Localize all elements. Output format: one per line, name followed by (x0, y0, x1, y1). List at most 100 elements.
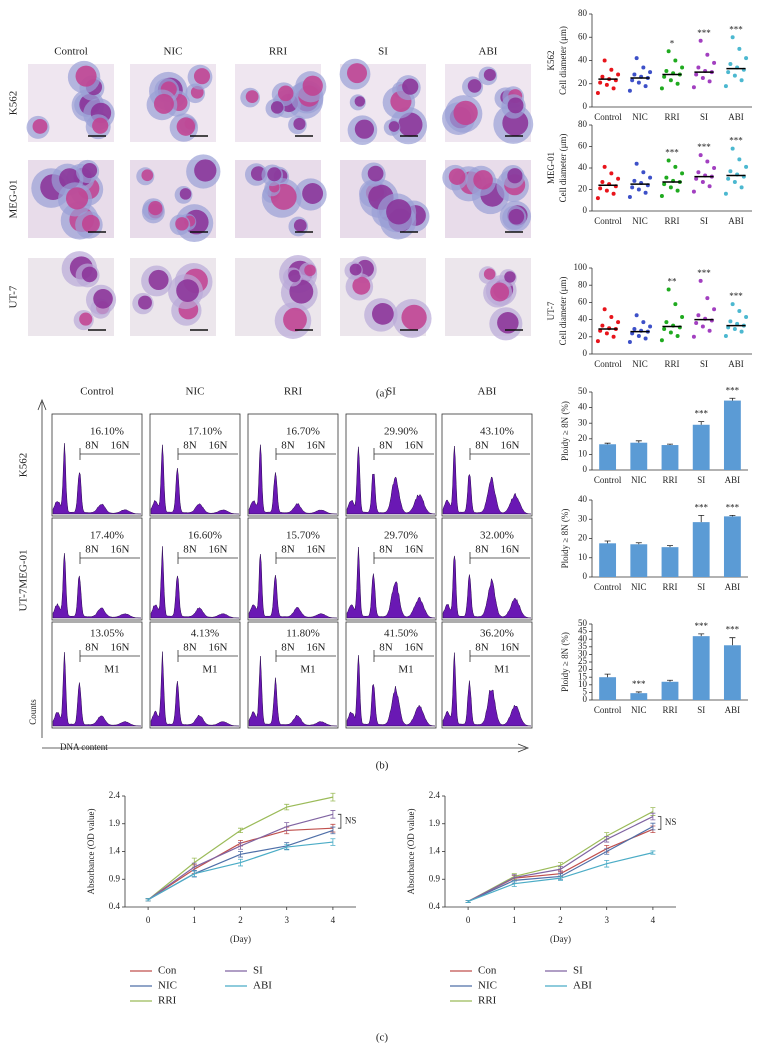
gate-percentage: 29.70% (384, 530, 418, 542)
y-tick-label: 60 (578, 296, 588, 306)
error-bar (729, 397, 736, 401)
x-tick-label: RRI (662, 705, 677, 715)
dot (611, 191, 616, 196)
dot (730, 302, 735, 307)
nucleus (497, 312, 519, 334)
dot (634, 56, 639, 61)
gate-label: 16N (209, 642, 228, 654)
gate-label: 16N (405, 440, 424, 452)
panel-label: (c) (376, 1032, 389, 1044)
histogram (248, 444, 337, 515)
nucleus (448, 168, 466, 185)
ns-label: NS (345, 815, 357, 825)
row-label: K562 (8, 91, 20, 115)
nucleus (179, 188, 192, 200)
dot (662, 182, 667, 187)
nucleus (386, 199, 412, 225)
nucleus (75, 65, 97, 87)
dot (744, 315, 749, 320)
histogram (248, 554, 337, 619)
x-tick-label: RRI (662, 475, 677, 485)
x-tick-label: Control (594, 359, 622, 369)
gate-label: 8N (281, 544, 295, 556)
nucleus (367, 165, 384, 182)
dot (705, 52, 710, 57)
dot (705, 296, 710, 301)
histogram (150, 651, 239, 727)
nucleus (175, 217, 189, 231)
y-tick-label: 80 (578, 279, 588, 289)
y-axis-label: Ploidy ≥ 8N (%) (560, 401, 570, 461)
y-tick-label: 0.9 (109, 873, 121, 883)
gate-bracket (373, 552, 434, 564)
gate-label: 8N (379, 642, 393, 654)
x-tick-label: NIC (632, 112, 648, 122)
column-label: ABI (478, 386, 497, 398)
nucleus (148, 269, 169, 290)
dot (616, 72, 621, 77)
gate-percentage: 15.70% (286, 530, 320, 542)
nucleus (153, 93, 174, 114)
dot (696, 170, 701, 175)
x-tick-label: 2 (238, 915, 243, 925)
y-tick-label: 2.4 (429, 790, 441, 800)
dot (666, 287, 671, 292)
y-tick-label: 35 (578, 641, 588, 651)
x-tick-label: NIC (632, 359, 648, 369)
x-tick-label: 4 (331, 915, 336, 925)
nucleus (288, 269, 301, 283)
dot (707, 184, 712, 189)
x-tick-label: ABI (728, 359, 744, 369)
gate-bracket (275, 552, 336, 564)
y-tick-label: 50 (578, 618, 588, 628)
error-bar (729, 515, 736, 517)
y-tick-label: 80 (578, 119, 588, 129)
bar (723, 516, 741, 577)
dot (696, 65, 701, 70)
gate-percentage: 11.80% (286, 628, 320, 640)
y-axis-label: Cell diameter (μm) (558, 134, 568, 203)
series-line (467, 852, 654, 903)
dot (675, 188, 680, 193)
error-bar (604, 540, 611, 544)
gate-bracket (373, 650, 434, 662)
x-tick-label: NIC (631, 475, 647, 485)
dot (680, 65, 685, 70)
x-tick-label: SI (700, 359, 708, 369)
significance: *** (729, 291, 743, 301)
significance: *** (726, 502, 740, 512)
x-tick-label: ABI (725, 582, 741, 592)
nucleus (138, 295, 152, 310)
significance: *** (694, 502, 708, 512)
nucleus (79, 312, 93, 326)
dot (700, 75, 705, 80)
legend-label: RRI (478, 995, 497, 1007)
y-tick-label: 30 (578, 417, 588, 427)
dot (694, 321, 699, 326)
significance: * (670, 38, 675, 48)
marker-label: M1 (398, 664, 413, 676)
dot (636, 80, 641, 85)
y-tick-label: 50 (578, 386, 588, 396)
panel-label: (b) (376, 760, 389, 772)
gate-label: 16N (209, 440, 228, 452)
nucleus (453, 100, 478, 126)
nucleus (148, 201, 163, 216)
dot (698, 38, 703, 43)
histogram (52, 553, 141, 619)
nucleus (354, 119, 375, 139)
nucleus (354, 96, 366, 107)
y-tick-label: 20 (578, 184, 588, 194)
histogram (150, 546, 239, 619)
dot (604, 82, 609, 87)
error-bar (635, 691, 642, 694)
gate-label: 16N (501, 642, 520, 654)
gate-bracket (177, 552, 238, 564)
gate-label: 16N (405, 544, 424, 556)
significance: *** (632, 679, 646, 689)
y-tick-label: 100 (574, 262, 588, 272)
dot (598, 80, 603, 85)
dot (659, 86, 664, 91)
nucleus (483, 268, 496, 280)
nucleus (508, 208, 525, 225)
